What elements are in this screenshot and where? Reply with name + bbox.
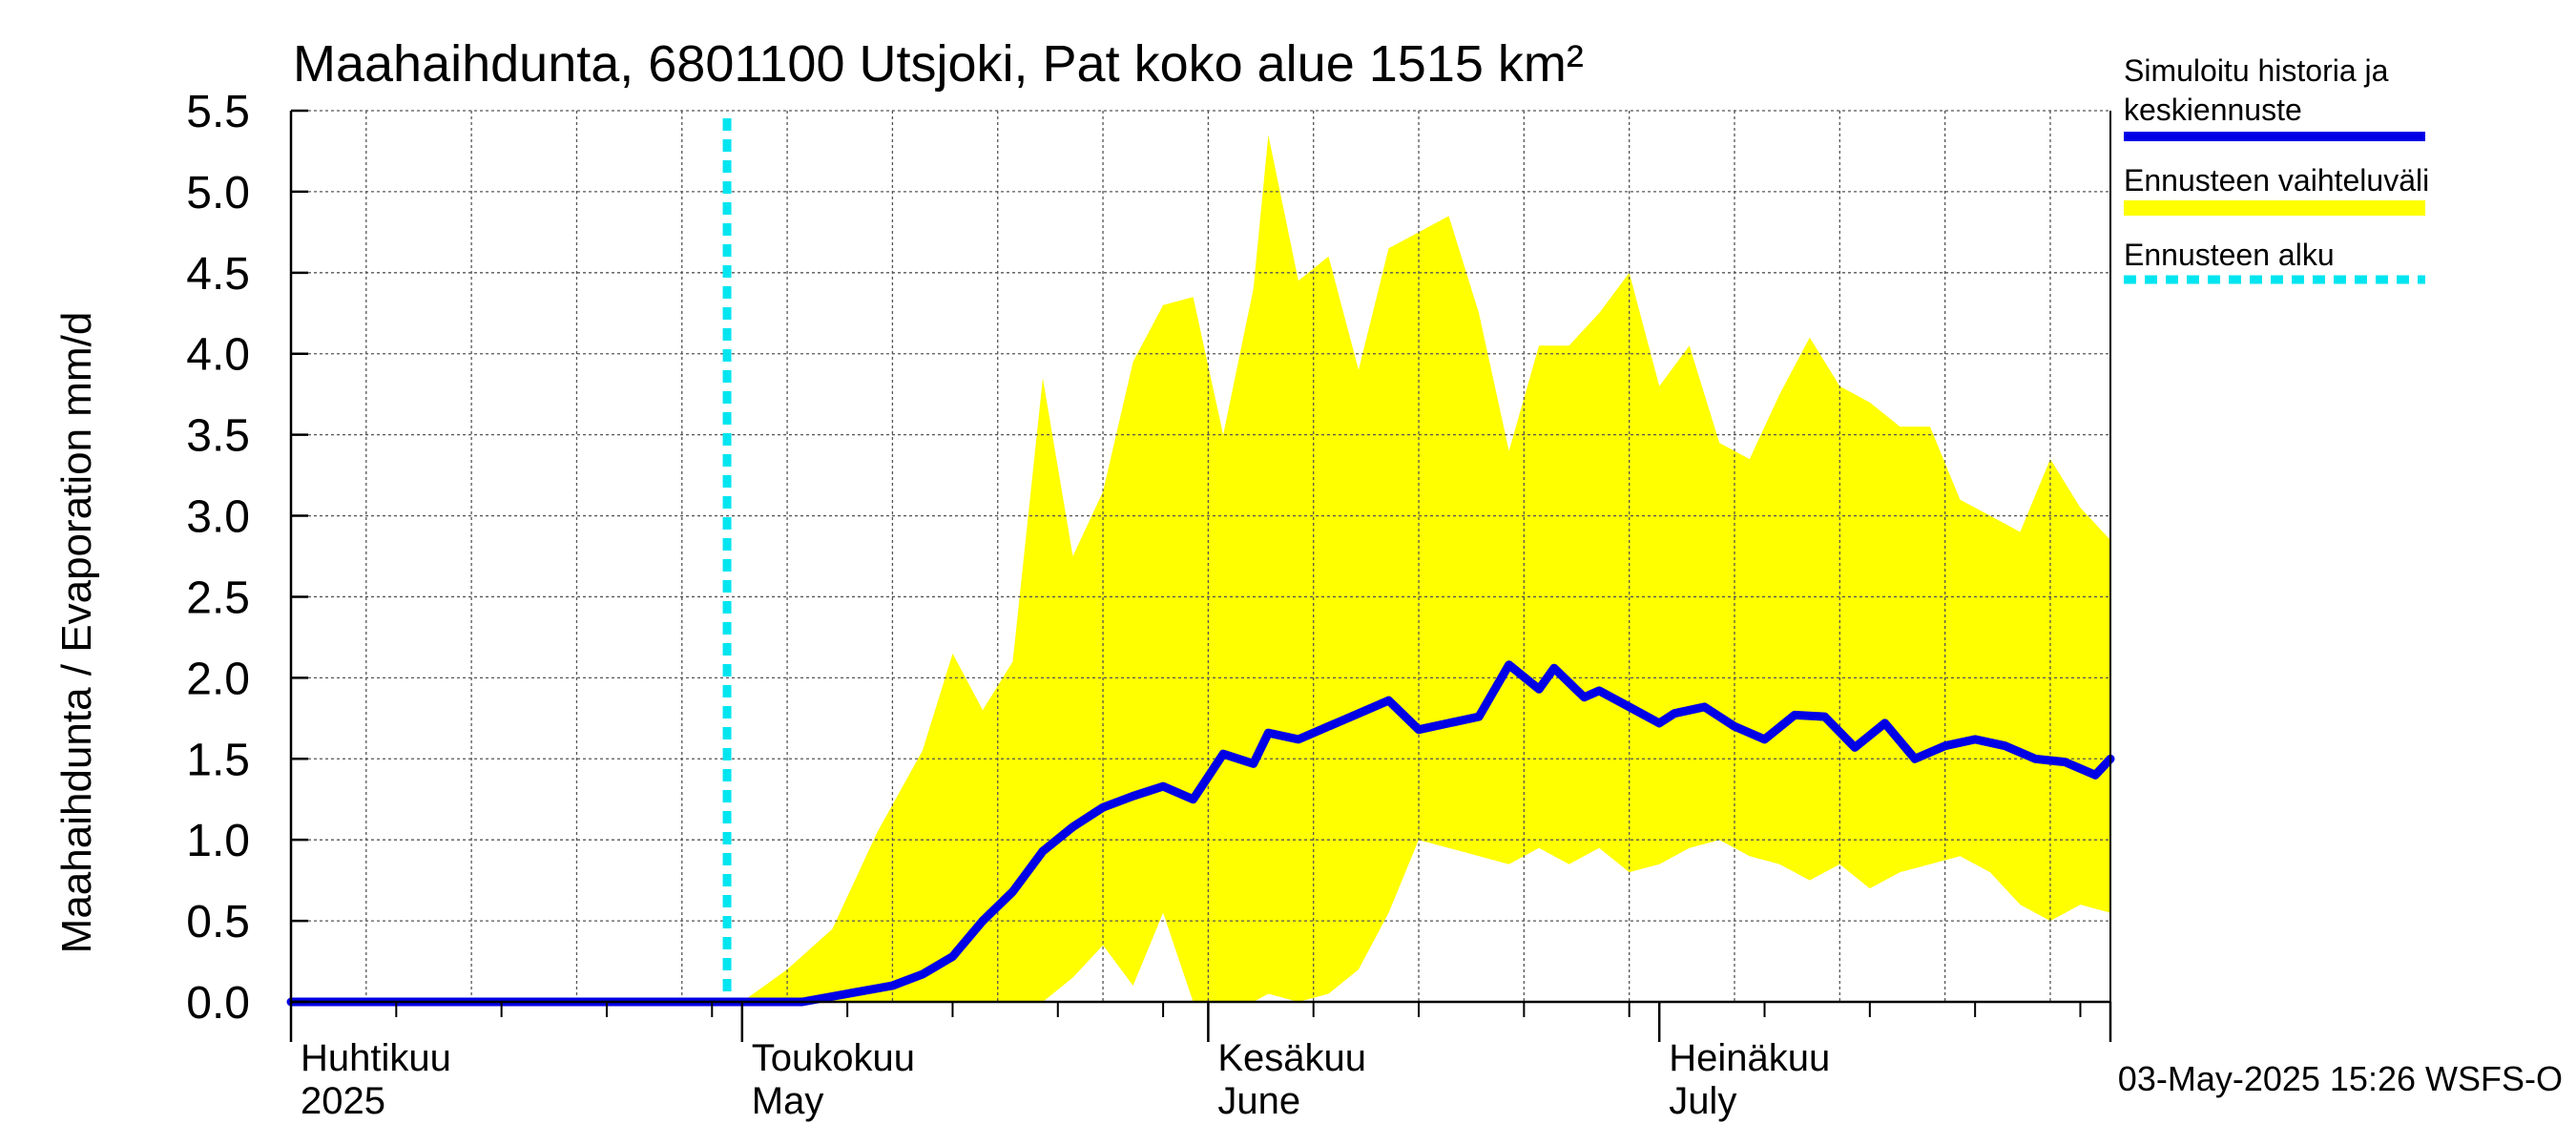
y-tick-label: 4.5: [186, 249, 250, 300]
legend: Simuloitu historia ja keskiennuste Ennuste…: [2124, 53, 2429, 284]
y-tick-label: 0.0: [186, 978, 250, 1029]
y-tick-label: 4.0: [186, 330, 250, 381]
x-month-label: Kesäkuu: [1217, 1037, 1366, 1079]
y-tick-label: 1.5: [186, 735, 250, 785]
y-tick-label: 2.0: [186, 654, 250, 704]
legend-label-forecast-start: Ennusteen alku: [2124, 238, 2335, 272]
y-tick-label: 3.5: [186, 411, 250, 462]
x-month-label: Huhtikuu: [301, 1037, 451, 1079]
x-month-sublabel: 2025: [301, 1080, 385, 1122]
timestamp-footer: 03-May-2025 15:26 WSFS-O: [2118, 1059, 2563, 1098]
forecast-range-area: [291, 135, 2110, 1002]
y-tick-label: 5.0: [186, 168, 250, 219]
simulated-series-line: [286, 660, 2115, 1007]
y-tick-label: 5.5: [186, 87, 250, 137]
x-month-sublabel: May: [752, 1080, 824, 1122]
y-tick-label: 3.0: [186, 492, 250, 543]
legend-label-range: Ennusteen vaihteluväli: [2124, 163, 2429, 198]
forecast-range-band: [291, 135, 2110, 1002]
legend-label-simulated-line2: keskiennuste: [2124, 93, 2302, 127]
y-tick-label: 2.5: [186, 572, 250, 623]
y-tick-label: 1.0: [186, 816, 250, 866]
simulated-series: [286, 660, 2115, 1007]
y-axis-label: Maahaihdunta / Evaporation mm/d: [53, 312, 100, 954]
x-month-sublabel: June: [1217, 1080, 1300, 1122]
x-month-label: Heinäkuu: [1669, 1037, 1830, 1079]
y-tick-label: 0.5: [186, 897, 250, 947]
y-axis-ticks: 0.0 0.5 1.0 1.5 2.0 2.5 3.0 3.5 4.0 4.5 5.0 5.5: [186, 87, 308, 1029]
x-month-label: Toukokuu: [752, 1037, 915, 1079]
plot-frame: [289, 111, 2111, 1004]
legend-label-simulated: Simuloitu historia ja: [2124, 53, 2389, 88]
x-month-sublabel: July: [1669, 1080, 1736, 1122]
chart-title: Maahaihdunta, 6801100 Utsjoki, Pat koko …: [293, 35, 1584, 93]
